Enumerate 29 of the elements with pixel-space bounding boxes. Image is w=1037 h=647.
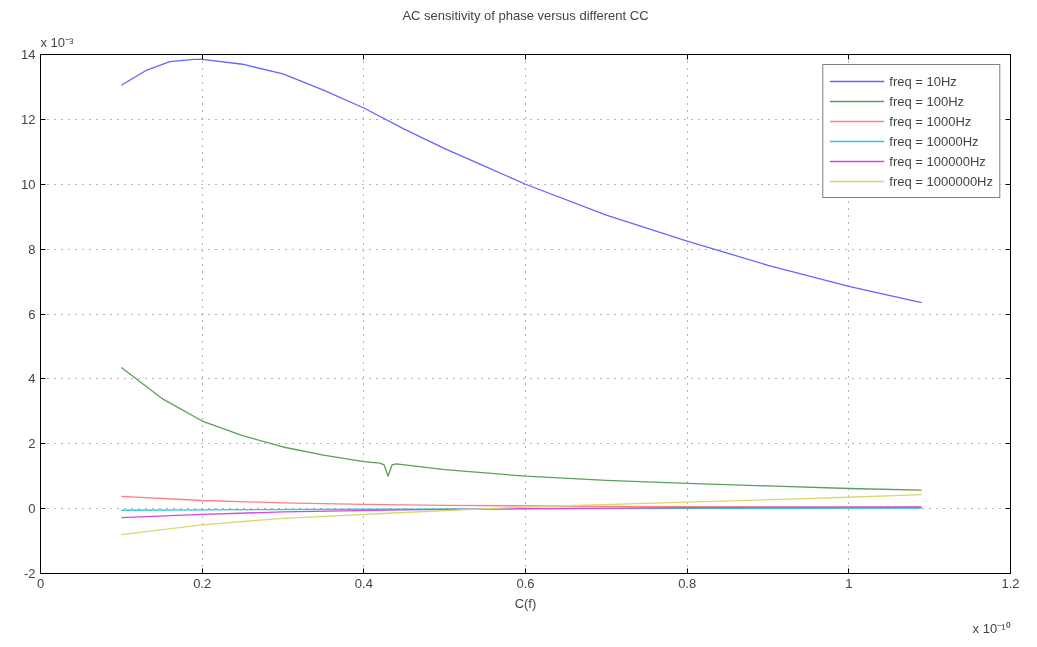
y-tick-label: 0 — [28, 501, 36, 517]
line-series — [120, 366, 923, 491]
legend-label: freq = 100Hz — [889, 93, 965, 109]
y-tick-label: -2 — [23, 566, 36, 581]
legend-label: freq = 10000Hz — [889, 133, 979, 149]
x-tick-label: 0.2 — [193, 575, 212, 591]
y-tick-label: 8 — [28, 241, 36, 257]
x-axis-title: C(f) — [514, 595, 537, 611]
x-tick-label: 1 — [845, 575, 853, 591]
text: x 10⁻³ — [40, 34, 75, 50]
y-tick-label: 10 — [21, 176, 36, 192]
x-tick-label: 0.8 — [678, 575, 697, 591]
text: x 10⁻¹⁰ — [972, 620, 1011, 636]
y-tick-label: 14 — [21, 47, 36, 62]
legend-label: freq = 10Hz — [889, 73, 957, 89]
legend-label: freq = 1000Hz — [889, 113, 972, 129]
x-tick-label: 0.4 — [354, 575, 373, 591]
chart-title: AC sensitivity of phase versus different CC — [402, 7, 649, 23]
x-tick-label: 1.2 — [1001, 575, 1020, 591]
y-tick-label: 4 — [28, 371, 36, 387]
line-series — [120, 506, 923, 519]
y-tick-label: 2 — [28, 436, 36, 452]
line-series — [120, 494, 923, 536]
legend-label: freq = 1000000Hz — [889, 173, 993, 189]
line-series — [120, 58, 923, 304]
y-tick-label: 6 — [28, 306, 36, 322]
y-tick-label: 12 — [21, 111, 36, 127]
legend-label: freq = 100000Hz — [889, 153, 986, 169]
x-tick-label: 0.6 — [516, 575, 535, 591]
